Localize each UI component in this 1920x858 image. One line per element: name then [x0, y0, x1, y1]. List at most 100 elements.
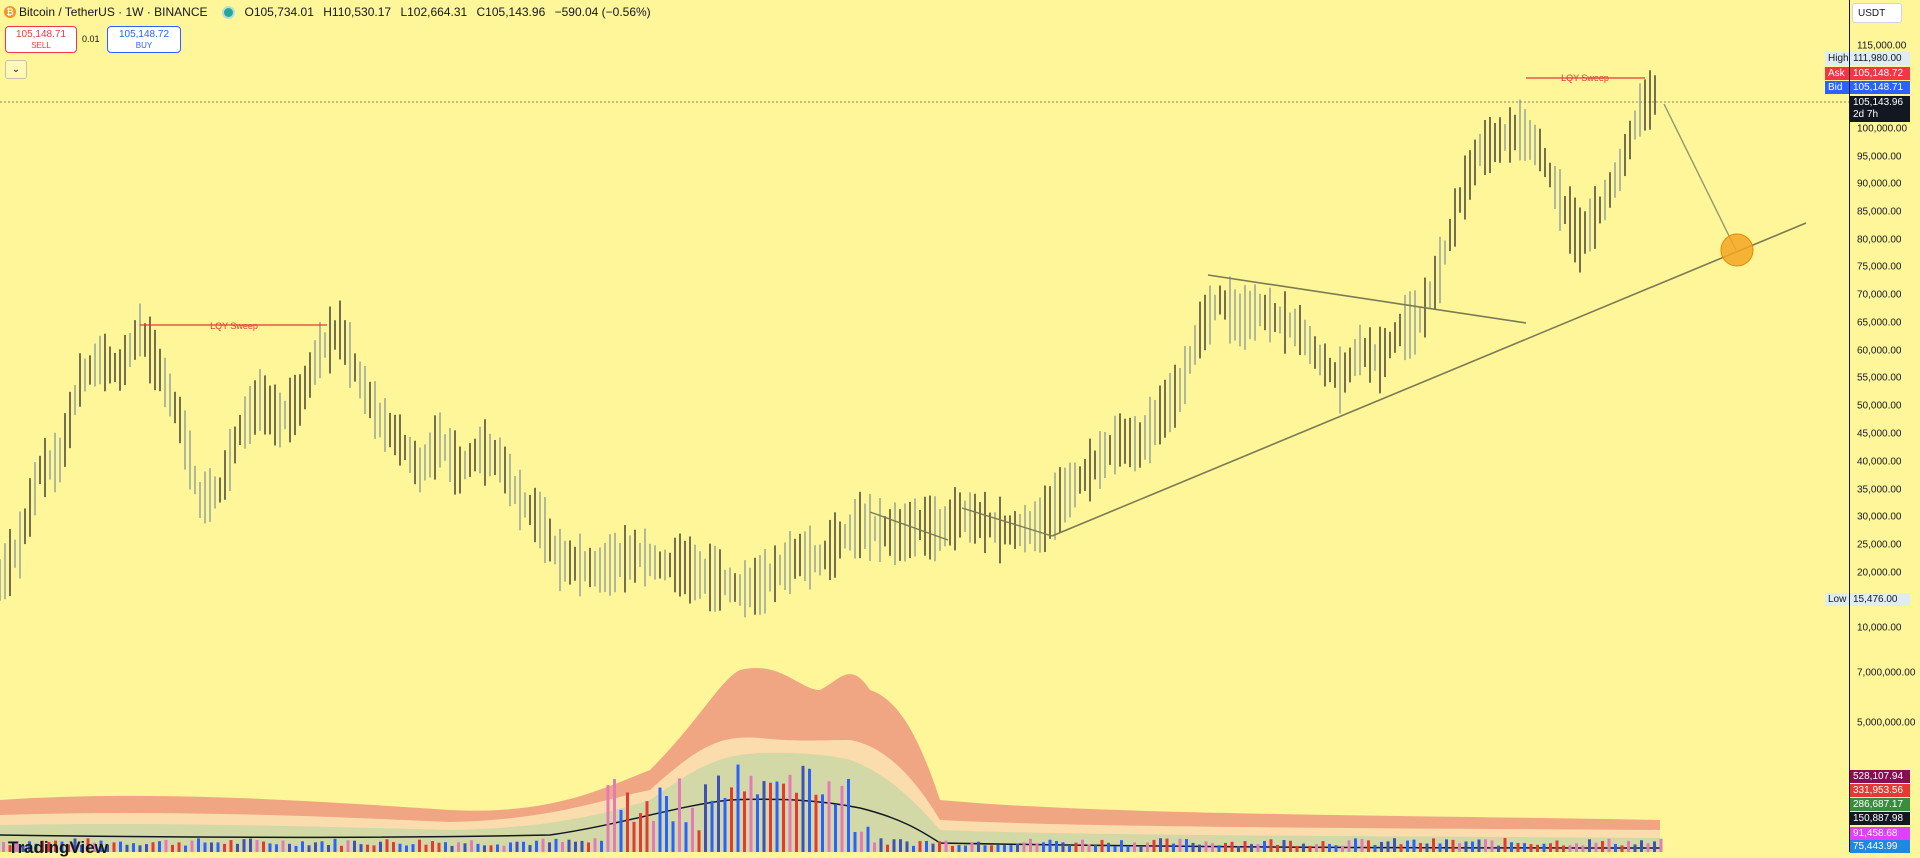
- price-chart[interactable]: [0, 0, 1849, 852]
- volume-bar: [1048, 839, 1052, 852]
- volume-bar: [528, 845, 532, 852]
- volume-bar: [1367, 840, 1370, 852]
- volume-bar: [723, 798, 727, 852]
- last-price-tag: 105,143.96 2d 7h: [1850, 96, 1910, 122]
- symbol-title[interactable]: Bitcoin / TetherUS · 1W · BINANCE: [19, 5, 208, 19]
- volume-bar: [1555, 840, 1559, 852]
- volume-bar: [938, 841, 941, 852]
- volume-bar: [1237, 845, 1240, 852]
- collapse-button[interactable]: ⌄: [5, 60, 27, 79]
- volume-bar: [314, 842, 317, 852]
- price-scale[interactable]: [1849, 0, 1920, 852]
- currency-selector[interactable]: USDT: [1852, 3, 1902, 23]
- volume-bar: [184, 845, 187, 852]
- volume-bar: [840, 785, 844, 852]
- volume-bar: [977, 841, 980, 852]
- volume-bar: [587, 842, 590, 852]
- volume-bar: [1289, 840, 1292, 852]
- volume-bar: [392, 842, 395, 852]
- volume-bar: [925, 840, 928, 852]
- volume-bar: [1035, 843, 1039, 852]
- volume-bar: [567, 839, 571, 852]
- price-tick: 60,000.00: [1857, 345, 1902, 357]
- volume-bar: [1399, 844, 1403, 852]
- buy-button[interactable]: 105,148.72 BUY: [107, 26, 181, 53]
- volume-bar: [1620, 845, 1624, 852]
- volume-bar: [203, 842, 207, 852]
- bid-price-tag: 105,148.71: [1850, 81, 1910, 94]
- open-value: O105,734.01: [244, 5, 314, 19]
- volume-bar: [1607, 838, 1611, 852]
- volume-bar: [223, 843, 226, 852]
- volume-bar: [476, 843, 480, 852]
- low-label: Low: [1825, 593, 1849, 606]
- volume-bar: [1445, 839, 1448, 852]
- volume-bar: [1165, 838, 1169, 852]
- price-tick: 10,000.00: [1857, 622, 1902, 634]
- volume-bar: [996, 844, 1000, 852]
- volume-bar: [73, 838, 77, 852]
- volume-bar: [1087, 844, 1091, 852]
- volume-bar: [489, 845, 493, 852]
- market-status-icon: [221, 5, 235, 19]
- volume-bar: [873, 842, 876, 852]
- volume-bar: [756, 794, 759, 852]
- volume-bar: [574, 841, 577, 852]
- ohlc-values: O105,734.01 H110,530.17 L102,664.31 C105…: [245, 5, 657, 19]
- volume-bar: [1009, 845, 1013, 852]
- volume-bar: [918, 841, 922, 852]
- volume-bar: [788, 774, 792, 852]
- volume-bar: [301, 841, 304, 852]
- volume-bar: [548, 842, 551, 852]
- volume-bar: [600, 840, 603, 852]
- volume-tag: 75,443.99: [1850, 840, 1910, 853]
- volume-bar: [353, 840, 356, 852]
- volume-bar: [554, 838, 558, 852]
- volume-bar: [892, 839, 896, 852]
- volume-bar: [626, 792, 629, 852]
- volume-bar: [886, 844, 889, 852]
- volume-bar: [106, 844, 109, 852]
- volume-bar: [1243, 841, 1247, 852]
- change-value: −590.04 (−0.56%): [554, 5, 651, 19]
- volume-tag: 150,887.98: [1850, 812, 1910, 825]
- volume-bar: [1568, 845, 1572, 852]
- volume-bar: [749, 775, 753, 852]
- volume-bar: [418, 839, 421, 852]
- volume-bar: [1146, 842, 1149, 852]
- low-price-tag: 15,476.00: [1850, 593, 1910, 606]
- volume-bar: [1061, 842, 1065, 852]
- volume-bar: [1510, 842, 1513, 852]
- volume-bar: [80, 845, 83, 852]
- volume-bar: [93, 842, 96, 852]
- volume-bar: [1263, 840, 1266, 852]
- volume-bar: [1308, 845, 1312, 852]
- volume-bar: [730, 787, 733, 852]
- volume-bar: [307, 845, 311, 852]
- volume-bar: [405, 845, 408, 852]
- sell-button[interactable]: 105,148.71 SELL: [5, 26, 77, 53]
- volume-bar: [834, 804, 837, 852]
- sell-label: SELL: [31, 40, 51, 50]
- volume-bar: [86, 838, 90, 852]
- volume-bar: [1068, 845, 1071, 852]
- volume-bar: [951, 845, 954, 852]
- lqy-sweep-label-left: LQY Sweep: [210, 321, 258, 331]
- volume-bar: [1477, 839, 1481, 852]
- volume-bar: [639, 813, 642, 852]
- volume-bar: [268, 843, 272, 852]
- volume-tag: 528,107.94: [1850, 770, 1910, 783]
- volume-bar: [899, 839, 902, 852]
- volume-bar: [450, 845, 454, 852]
- volume-bar: [957, 845, 961, 852]
- high-value: H110,530.17: [323, 5, 392, 19]
- volume-bar: [561, 842, 564, 852]
- volume-bar: [1451, 839, 1455, 852]
- volume-bar: [470, 840, 473, 852]
- volume-bar: [1217, 845, 1221, 852]
- volume-bar: [151, 842, 155, 852]
- volume-bar: [1185, 839, 1188, 852]
- volume-bar: [294, 845, 298, 852]
- volume-bar: [879, 838, 883, 852]
- symbol-header: ₿ Bitcoin / TetherUS · 1W · BINANCE O105…: [4, 3, 657, 21]
